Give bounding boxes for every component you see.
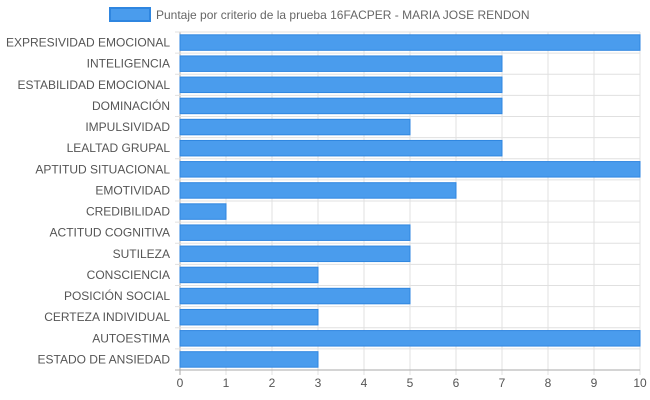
x-tick-label: 2: [269, 376, 276, 390]
category-label: ACTITUD COGNITIVA: [50, 226, 170, 240]
legend-swatch: [109, 7, 151, 22]
bar[interactable]: [179, 308, 319, 326]
bar[interactable]: [179, 34, 641, 51]
bar[interactable]: [179, 118, 411, 136]
x-tick-label: 5: [407, 376, 414, 390]
bar[interactable]: [179, 139, 503, 157]
chart-legend[interactable]: Puntaje por criterio de la prueba 16FACP…: [109, 7, 529, 22]
category-label: ESTADO DE ANSIEDAD: [38, 352, 171, 366]
bar[interactable]: [179, 224, 411, 241]
bar[interactable]: [179, 97, 503, 115]
category-label: APTITUD SITUACIONAL: [35, 162, 170, 176]
category-label: SUTILEZA: [113, 247, 170, 261]
bar[interactable]: [179, 266, 319, 284]
category-labels: EXPRESIVIDAD EMOCIONAL INTELIGENCIA ESTABI…: [6, 36, 170, 367]
category-label: LEALTAD GRUPAL: [67, 141, 171, 155]
category-label: AUTOESTIMA: [92, 331, 170, 345]
x-tick-label: 4: [361, 376, 368, 390]
x-tick-label: 0: [177, 376, 184, 390]
bar[interactable]: [179, 182, 457, 199]
bars: [179, 34, 641, 368]
x-tick-label: 3: [315, 376, 322, 390]
category-label: POSICIÓN SOCIAL: [64, 288, 170, 303]
bar[interactable]: [179, 76, 503, 94]
category-label: IMPULSIVIDAD: [85, 120, 170, 134]
bar[interactable]: [179, 330, 641, 347]
bar[interactable]: [179, 55, 503, 72]
category-label: CERTEZA INDIVIDUAL: [44, 310, 170, 324]
bar[interactable]: [179, 161, 641, 178]
bar[interactable]: [179, 245, 411, 263]
x-tick-label: 8: [545, 376, 552, 390]
x-axis-ticks: 0 1 2 3 4 5 6 7 8 9 10: [177, 376, 647, 390]
bar[interactable]: [179, 203, 227, 220]
x-tick-label: 7: [499, 376, 506, 390]
x-tick-label: 1: [223, 376, 230, 390]
category-label: ESTABILIDAD EMOCIONAL: [18, 78, 171, 92]
category-label: EMOTIVIDAD: [95, 183, 170, 197]
category-label: CONSCIENCIA: [87, 268, 170, 282]
x-tick-label: 10: [633, 376, 647, 390]
bar[interactable]: [179, 287, 411, 305]
category-label: DOMINACIÓN: [92, 98, 170, 113]
x-tick-label: 6: [453, 376, 460, 390]
legend-label: Puntaje por criterio de la prueba 16FACP…: [156, 8, 529, 22]
category-label: CREDIBILIDAD: [86, 205, 170, 219]
category-label: EXPRESIVIDAD EMOCIONAL: [6, 36, 170, 50]
category-label: INTELIGENCIA: [87, 57, 170, 71]
bar[interactable]: [179, 351, 319, 368]
x-tick-label: 9: [591, 376, 598, 390]
